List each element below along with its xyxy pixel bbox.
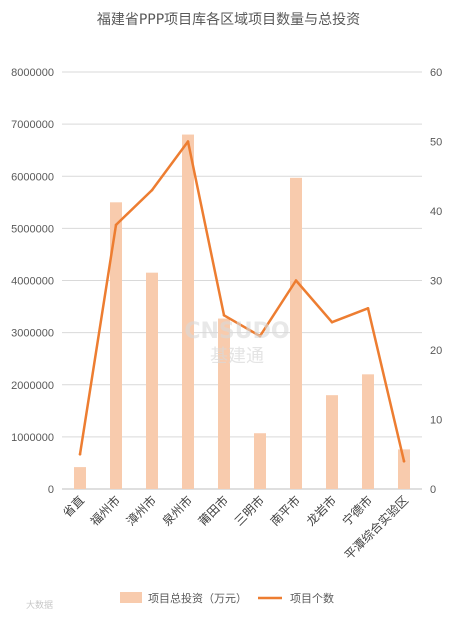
legend: 项目总投资（万元） 项目个数	[120, 591, 334, 605]
line-point	[330, 320, 334, 324]
line-series	[78, 140, 406, 463]
category-label: 省直	[60, 493, 87, 520]
left-tick-label: 1000000	[11, 432, 54, 444]
bar	[290, 177, 302, 489]
line-point	[366, 307, 370, 310]
right-tick-label: 10	[430, 415, 442, 427]
bar	[146, 272, 158, 489]
line-point	[222, 313, 226, 317]
right-axis: 0 10 20 30 40 50 60	[430, 67, 442, 496]
left-tick-label: 2000000	[11, 380, 54, 392]
bar	[254, 433, 266, 489]
right-tick-label: 0	[430, 484, 436, 496]
bar	[362, 374, 374, 489]
line-point	[258, 334, 262, 338]
line-point	[402, 459, 406, 463]
line-point	[114, 223, 118, 227]
category-label: 福州市	[87, 493, 123, 529]
bar	[398, 449, 410, 489]
bar	[218, 318, 230, 489]
watermark: CNSUDO 基建通 大数据	[26, 319, 290, 611]
left-tick-label: 8000000	[11, 67, 54, 79]
right-tick-label: 50	[430, 137, 442, 149]
right-tick-label: 20	[430, 345, 442, 357]
right-tick-label: 60	[430, 67, 442, 79]
chart-title: 福建省PPP项目库各区域项目数量与总投资	[97, 12, 360, 28]
watermark-corner-text: 大数据	[26, 599, 53, 611]
category-label: 南平市	[267, 493, 303, 529]
bar	[182, 134, 194, 490]
bar	[74, 467, 86, 489]
left-axis: 0 1000000 2000000 3000000 4000000 5000000 6000…	[11, 67, 54, 496]
line-point	[150, 188, 154, 192]
category-label: 龙岩市	[303, 493, 339, 529]
line-point	[186, 140, 190, 143]
bar-series	[74, 134, 410, 490]
legend-bar-label: 项目总投资（万元）	[148, 591, 247, 605]
legend-line-label: 项目个数	[290, 592, 334, 605]
category-label: 漳州市	[123, 493, 159, 529]
category-label: 莆田市	[195, 493, 231, 529]
category-label: 宁德市	[339, 493, 375, 529]
legend-bar-swatch	[120, 592, 142, 603]
left-tick-label: 0	[48, 484, 54, 496]
line-point	[78, 452, 82, 456]
bar	[110, 202, 122, 489]
left-tick-label: 3000000	[11, 328, 54, 340]
category-label: 平潭综合实验区	[341, 493, 411, 563]
left-tick-label: 6000000	[11, 171, 54, 183]
left-tick-label: 4000000	[11, 276, 54, 288]
category-label: 泉州市	[159, 493, 195, 529]
left-tick-label: 5000000	[11, 223, 54, 235]
series-line	[78, 140, 406, 463]
watermark-logo-text: CNSUDO	[184, 319, 289, 344]
right-tick-label: 30	[430, 276, 442, 288]
left-tick-label: 7000000	[11, 119, 54, 131]
category-label: 三明市	[231, 493, 267, 529]
right-tick-label: 40	[430, 206, 442, 218]
bar	[326, 395, 338, 489]
line-point	[294, 279, 298, 282]
watermark-logo-subtext: 基建通	[210, 346, 264, 367]
